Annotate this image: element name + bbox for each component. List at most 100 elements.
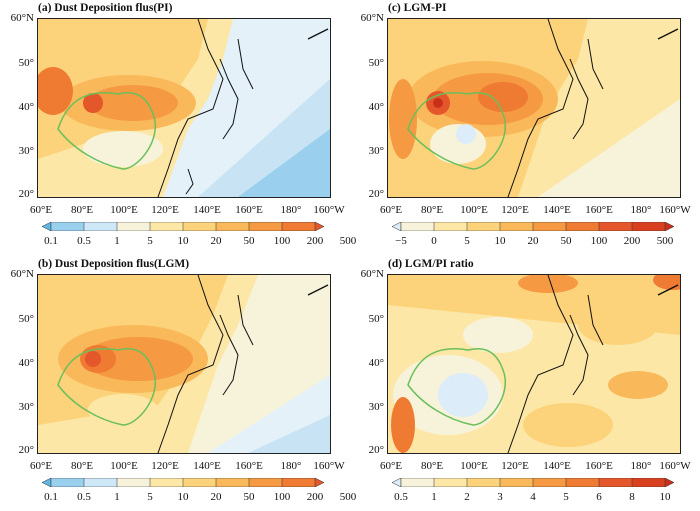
colorbar-tick-label: 1 <box>114 491 120 503</box>
colorbar-tick-label: 20 <box>210 491 222 503</box>
y-tick: 40° <box>368 101 384 113</box>
colorbar-swatch <box>182 478 217 487</box>
x-tick: 180° <box>630 460 652 472</box>
x-tick: 60°E <box>29 460 53 472</box>
colorbar-tick-label: 5 <box>147 491 153 503</box>
colorbar-swatch <box>50 222 85 231</box>
colorbar-swatch <box>664 478 674 487</box>
y-tick: 50° <box>368 313 384 325</box>
colorbar-swatch <box>116 478 151 487</box>
colorbar-swatch <box>433 222 468 231</box>
map-frame <box>387 18 681 198</box>
x-tick: 120°E <box>151 460 179 472</box>
colorbar-swatch <box>400 478 435 487</box>
colorbar-swatch <box>281 478 316 487</box>
x-tick: 80°E <box>420 460 444 472</box>
colorbar-tick-label: 100 <box>590 235 608 247</box>
y-tick: 60°N <box>10 268 34 280</box>
colorbar <box>392 222 674 231</box>
colorbar-tick-label: 10 <box>177 491 189 503</box>
x-tick: 160°W <box>659 460 691 472</box>
y-tick: 40° <box>18 101 34 113</box>
colorbar-swatch <box>149 478 184 487</box>
colorbar-tick-label: 100 <box>273 235 291 247</box>
colorbar-swatch <box>392 222 402 231</box>
colorbar-tick-label: 1 <box>114 235 120 247</box>
x-tick: 100°E <box>460 460 488 472</box>
colorbar-tick-label: 10 <box>494 235 506 247</box>
x-tick: 120°E <box>501 460 529 472</box>
colorbar <box>42 478 324 487</box>
x-tick: 120°E <box>151 204 179 216</box>
y-tick: 60°N <box>10 12 34 24</box>
panel-d: (d) LGM/PI ratio 60°N 50° 40° 30° 20° 60… <box>350 256 700 511</box>
colorbar-swatch <box>116 222 151 231</box>
y-tick: 30° <box>18 401 34 413</box>
colorbar-swatch <box>631 478 666 487</box>
panel-title: (d) LGM/PI ratio <box>388 258 474 270</box>
colorbar-swatch <box>215 478 250 487</box>
colorbar-tick-label: 50 <box>560 235 572 247</box>
colorbar-swatch <box>42 222 52 231</box>
x-tick: 100°E <box>110 204 138 216</box>
colorbar-swatch <box>598 222 633 231</box>
colorbar-swatch <box>532 478 567 487</box>
colorbar-tick-label: 1 <box>431 491 437 503</box>
y-tick: 60°N <box>360 12 384 24</box>
panel-title: (a) Dust Deposition flus(PI) <box>38 2 173 14</box>
map-frame <box>387 274 681 454</box>
x-tick: 160°E <box>585 460 613 472</box>
colorbar-tick-label: 500 <box>339 235 357 247</box>
x-tick: 80°E <box>420 204 444 216</box>
y-tick: 50° <box>368 57 384 69</box>
colorbar-swatch <box>182 222 217 231</box>
x-tick: 80°E <box>70 204 94 216</box>
dust-map <box>388 275 680 453</box>
panel-c: (c) LGM-PI 60°N 50° 40° 30° 20° 60°E 80°… <box>350 0 700 255</box>
colorbar-swatch <box>215 222 250 231</box>
colorbar-tick-label: 0.5 <box>394 491 408 503</box>
colorbar-tick-label: 200 <box>306 235 324 247</box>
y-tick: 20° <box>368 444 384 456</box>
colorbar-tick-label: 50 <box>243 235 255 247</box>
panel-title: (b) Dust Deposition flus(LGM) <box>38 258 190 270</box>
colorbar-tick-label: 8 <box>629 491 635 503</box>
colorbar-swatch <box>83 478 118 487</box>
colorbar-tick-label: 500 <box>339 491 357 503</box>
colorbar-swatch <box>598 478 633 487</box>
colorbar-tick-label: 5 <box>464 235 470 247</box>
colorbar-swatch <box>314 222 324 231</box>
colorbar-tick-label: 0.1 <box>44 491 58 503</box>
colorbar-tick-label: 100 <box>273 491 291 503</box>
colorbar-tick-label: 5 <box>563 491 569 503</box>
x-tick: 180° <box>630 204 652 216</box>
x-tick: 80°E <box>70 460 94 472</box>
colorbar-tick-label: 10 <box>177 235 189 247</box>
dust-map <box>388 19 680 197</box>
colorbar-swatch <box>565 478 600 487</box>
colorbar-tick-label: 0.5 <box>77 491 91 503</box>
y-tick: 40° <box>18 357 34 369</box>
y-tick: 30° <box>368 145 384 157</box>
dust-map <box>38 275 330 453</box>
colorbar <box>42 222 324 231</box>
x-tick: 100°E <box>110 460 138 472</box>
colorbar-swatch <box>42 478 52 487</box>
colorbar-tick-label: 5 <box>147 235 153 247</box>
panel-a: (a) Dust Deposition flus(PI) 60°N 50° 40… <box>0 0 357 255</box>
y-tick: 20° <box>18 188 34 200</box>
colorbar-tick-label: 4 <box>530 491 536 503</box>
colorbar-swatch <box>631 222 666 231</box>
colorbar-swatch <box>433 478 468 487</box>
x-tick: 160°E <box>585 204 613 216</box>
y-tick: 50° <box>18 313 34 325</box>
colorbar-tick-label: 500 <box>656 235 674 247</box>
x-tick: 140°E <box>543 204 571 216</box>
y-tick: 50° <box>18 57 34 69</box>
colorbar-swatch <box>314 478 324 487</box>
map-frame <box>37 18 331 198</box>
y-tick: 30° <box>18 145 34 157</box>
colorbar-tick-label: 0.1 <box>44 235 58 247</box>
colorbar-swatch <box>149 222 184 231</box>
x-tick: 60°E <box>379 460 403 472</box>
